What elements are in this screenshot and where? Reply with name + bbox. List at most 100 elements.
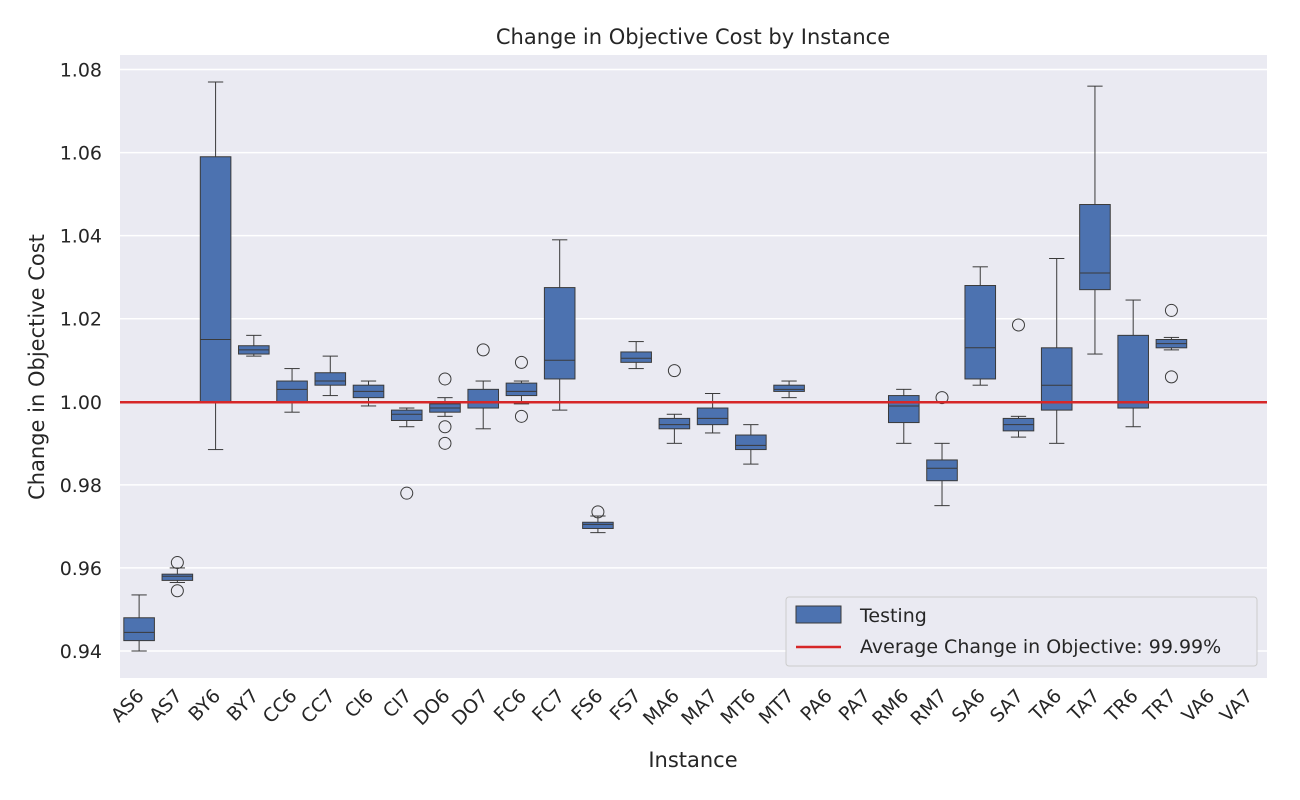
y-tick-label: 1.06 bbox=[60, 143, 102, 165]
x-tick-label: VA6 bbox=[1178, 685, 1220, 727]
x-tick-label: MT6 bbox=[716, 685, 760, 729]
x-tick-label: PA6 bbox=[796, 685, 837, 726]
y-tick-label: 0.98 bbox=[60, 475, 102, 497]
outlier-point bbox=[438, 420, 452, 434]
x-tick-label: FS7 bbox=[606, 685, 646, 725]
box-mt7 bbox=[773, 380, 805, 399]
outlier-point bbox=[1011, 318, 1025, 332]
y-tick-label: 1.04 bbox=[60, 226, 102, 248]
y-tick-label: 0.94 bbox=[60, 641, 102, 663]
iqr-box bbox=[582, 521, 614, 529]
x-tick-label: CC7 bbox=[297, 685, 340, 728]
legend: Testing Average Change in Objective: 99.… bbox=[785, 596, 1258, 667]
iqr-box bbox=[543, 287, 576, 380]
x-tick-label: MA6 bbox=[639, 685, 684, 730]
box-do6 bbox=[429, 372, 461, 450]
box-tr7 bbox=[1155, 303, 1188, 384]
x-axis-title: Instance bbox=[648, 748, 737, 772]
iqr-box bbox=[735, 434, 767, 451]
x-tick-label: TA7 bbox=[1063, 685, 1104, 726]
iqr-box bbox=[964, 285, 997, 380]
box-ma6 bbox=[658, 364, 691, 444]
iqr-box bbox=[658, 417, 691, 430]
outlier-point bbox=[400, 486, 414, 500]
outlier-point bbox=[170, 584, 184, 598]
outlier-point bbox=[935, 391, 949, 405]
iqr-box bbox=[505, 382, 538, 397]
iqr-box bbox=[314, 372, 347, 386]
iqr-box bbox=[773, 384, 805, 392]
y-tick-label: 1.00 bbox=[60, 392, 102, 414]
x-tick-label: DO7 bbox=[448, 685, 493, 730]
x-tick-label: RM6 bbox=[868, 685, 913, 730]
box-fs6 bbox=[582, 505, 614, 534]
box-as6 bbox=[123, 594, 155, 652]
box-ta7 bbox=[1079, 85, 1111, 355]
outlier-point bbox=[591, 505, 605, 519]
legend-box-swatch bbox=[795, 605, 842, 624]
plot-background bbox=[120, 55, 1267, 678]
y-tick-label: 1.08 bbox=[60, 60, 102, 82]
outlier-point bbox=[514, 355, 528, 369]
box-ci6 bbox=[352, 380, 385, 407]
box-ta6 bbox=[1040, 258, 1073, 444]
x-tick-label: TR6 bbox=[1100, 685, 1142, 727]
x-tick-label: CC6 bbox=[259, 685, 302, 728]
box-fc7 bbox=[543, 239, 576, 411]
x-tick-label: TR7 bbox=[1139, 685, 1181, 727]
y-axis-title: Change in Objective Cost bbox=[25, 234, 49, 500]
iqr-box bbox=[199, 156, 232, 403]
outlier-point bbox=[170, 556, 184, 570]
iqr-box bbox=[161, 573, 194, 581]
box-ci7 bbox=[390, 407, 423, 500]
box-cc7 bbox=[314, 355, 347, 397]
legend-label-average: Average Change in Objective: 99.99% bbox=[860, 636, 1221, 658]
y-axis-ticks: 0.94 0.96 0.98 1.00 1.02 1.04 1.06 1.08 bbox=[60, 60, 102, 663]
x-tick-label: MA7 bbox=[677, 685, 722, 730]
outlier-point bbox=[1164, 303, 1178, 317]
x-tick-label: CI6 bbox=[341, 685, 378, 722]
x-tick-label: FS6 bbox=[567, 685, 607, 725]
x-tick-label: MT7 bbox=[755, 685, 799, 729]
iqr-box bbox=[390, 409, 423, 421]
iqr-box bbox=[123, 617, 155, 642]
chart-title: Change in Objective Cost by Instance bbox=[496, 25, 890, 49]
box-ma7 bbox=[696, 392, 729, 434]
box-sa6 bbox=[964, 266, 997, 386]
box-fc6 bbox=[505, 355, 538, 423]
x-tick-label: SA7 bbox=[986, 685, 1028, 727]
box-rm6 bbox=[887, 388, 920, 444]
legend-frame bbox=[785, 596, 1258, 667]
iqr-box bbox=[1040, 347, 1073, 411]
iqr-box bbox=[696, 407, 729, 426]
box-by7 bbox=[238, 334, 270, 357]
x-tick-label: BY6 bbox=[184, 685, 225, 726]
outlier-point bbox=[1164, 370, 1178, 384]
x-tick-label: DO6 bbox=[409, 685, 454, 730]
x-tick-label: AS6 bbox=[107, 685, 149, 727]
x-tick-label: FC6 bbox=[490, 685, 531, 726]
x-tick-label: TA6 bbox=[1025, 685, 1066, 726]
x-tick-label: BY7 bbox=[223, 685, 264, 726]
x-tick-label: PA7 bbox=[835, 685, 876, 726]
iqr-box bbox=[620, 351, 652, 363]
iqr-box bbox=[1117, 334, 1149, 409]
x-tick-label: VA7 bbox=[1216, 685, 1258, 727]
iqr-box bbox=[887, 395, 920, 424]
box-by6 bbox=[199, 81, 232, 451]
x-tick-label: RM7 bbox=[907, 685, 952, 730]
box-sa7 bbox=[1002, 318, 1035, 438]
box-cc6 bbox=[276, 368, 308, 413]
x-tick-label: FC7 bbox=[528, 685, 569, 726]
outlier-point bbox=[438, 436, 452, 450]
outlier-point bbox=[438, 372, 452, 386]
box-tr6 bbox=[1117, 299, 1149, 428]
box-rm7 bbox=[926, 391, 958, 507]
y-tick-label: 0.96 bbox=[60, 558, 102, 580]
iqr-box bbox=[276, 380, 308, 403]
legend-label-testing: Testing bbox=[859, 605, 927, 627]
y-tick-label: 1.02 bbox=[60, 309, 102, 331]
x-tick-label: SA6 bbox=[948, 685, 990, 727]
